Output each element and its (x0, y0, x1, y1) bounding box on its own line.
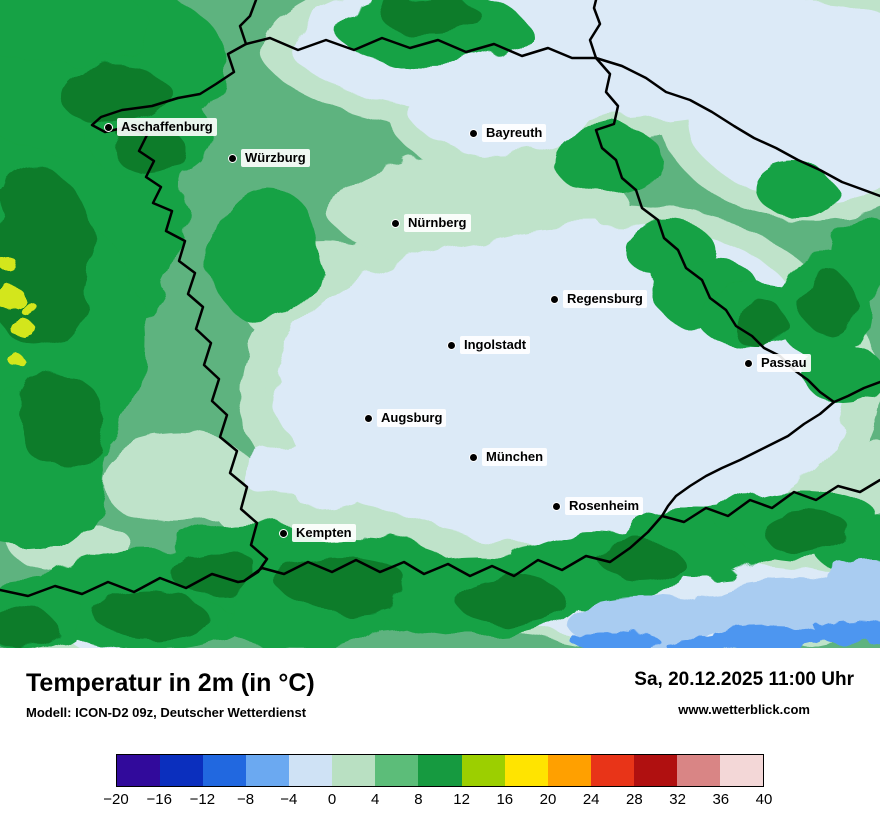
city-dot (744, 358, 753, 368)
legend-cell (461, 755, 505, 787)
city-marker: Bayreuth (469, 124, 547, 142)
legend-tick-label: −16 (146, 791, 172, 809)
city-label: Passau (757, 354, 811, 372)
map-area: Aschaffenburg Würzburg Bayreuth Nürnberg Reg… (0, 0, 880, 648)
city-marker: Passau (744, 354, 811, 372)
border-lines (0, 0, 880, 598)
legend-tick-label: −20 (103, 791, 129, 809)
city-label: Ingolstadt (460, 336, 531, 354)
city-marker: Augsburg (364, 409, 447, 427)
info-right: Sa, 20.12.2025 11:00 Uhr www.wetterblick… (634, 669, 854, 717)
city-label: Würzburg (241, 149, 310, 167)
city-marker: Rosenheim (552, 497, 644, 515)
zone-yellow-green (0, 255, 39, 366)
legend-tick-label: 12 (453, 791, 470, 809)
legend-bar (116, 754, 764, 788)
city-marker: Nürnberg (391, 214, 471, 232)
city-label: Nürnberg (404, 214, 471, 232)
city-marker: Würzburg (228, 149, 310, 167)
zone-mid-blue (570, 620, 880, 648)
temperature-field-canvas (0, 0, 880, 648)
legend-tick-label: 8 (414, 791, 423, 809)
legend-tick-label: −8 (237, 791, 255, 809)
city-marker: Regensburg (550, 290, 647, 308)
legend-tick-label: 32 (669, 791, 686, 809)
city-dot (447, 340, 456, 350)
legend-tick-label: 16 (496, 791, 514, 809)
legend-cell (504, 755, 548, 787)
border-bavaria-north (244, 36, 598, 60)
legend-cell (117, 755, 161, 787)
city-marker: Kempten (279, 524, 356, 542)
city-label: Regensburg (563, 290, 647, 308)
legend-cell (676, 755, 720, 787)
page-title: Temperatur in 2m (in °C) (26, 669, 315, 697)
city-dot (469, 128, 478, 138)
border-hof-north (588, 0, 602, 60)
border-czech-northeast (594, 56, 880, 198)
legend-tick-label: 4 (371, 791, 380, 809)
legend-cell (203, 755, 247, 787)
legend-tick-label: 36 (712, 791, 730, 809)
legend-cell (590, 755, 634, 787)
city-label: Kempten (292, 524, 356, 542)
border-passau-east (832, 380, 880, 404)
forecast-datetime: Sa, 20.12.2025 11:00 Uhr (634, 669, 854, 690)
legend-ticks: −20 −16 −12 −8 −4 0 4 8 12 16 20 24 28 32 36 40 (103, 791, 772, 811)
info-left: Temperatur in 2m (in °C) Modell: ICON-D2… (26, 669, 315, 721)
border-austria-west (0, 514, 664, 598)
legend-cell (289, 755, 333, 787)
legend-cell (375, 755, 419, 787)
city-dot (550, 294, 559, 304)
temperature-legend: −20 −16 −12 −8 −4 0 4 8 12 16 20 24 28 32 36 40 (0, 754, 880, 811)
legend-cell (246, 755, 290, 787)
city-marker: Ingolstadt (447, 336, 531, 354)
legend-tick-label: 20 (539, 791, 557, 809)
legend-cell (633, 755, 677, 787)
legend-cell (719, 755, 763, 787)
info-bar: Temperatur in 2m (in °C) Modell: ICON-D2… (0, 648, 880, 720)
city-dot (104, 122, 113, 132)
legend-tick-label: 28 (626, 791, 643, 809)
legend-cell (547, 755, 591, 787)
city-dot (228, 153, 237, 163)
legend-tick-label: 24 (582, 791, 600, 809)
city-dot (364, 413, 373, 423)
legend-tick-label: −12 (189, 791, 216, 809)
border-bavaria-west (90, 0, 269, 583)
border-inn-valley (660, 400, 836, 518)
city-label: München (482, 448, 548, 466)
model-info: Modell: ICON-D2 09z, Deutscher Wetterdie… (26, 705, 307, 721)
legend-tick-label: 40 (755, 791, 773, 809)
legend-cell (418, 755, 462, 787)
city-dot (552, 501, 561, 511)
city-dot (279, 528, 288, 538)
city-label: Rosenheim (565, 497, 644, 515)
city-dot (469, 452, 478, 462)
website-url: www.wetterblick.com (678, 701, 810, 717)
legend-tick-label: 0 (327, 791, 337, 809)
city-label: Aschaffenburg (117, 118, 217, 136)
legend-tick-label: −4 (280, 791, 298, 809)
legend-cell (332, 755, 376, 787)
border-austria-east (660, 478, 880, 524)
legend-cell (160, 755, 204, 787)
city-marker: Aschaffenburg (104, 118, 217, 136)
city-label: Augsburg (377, 409, 447, 427)
city-marker: München (469, 448, 548, 466)
city-dot (391, 218, 400, 228)
city-label: Bayreuth (482, 124, 547, 142)
